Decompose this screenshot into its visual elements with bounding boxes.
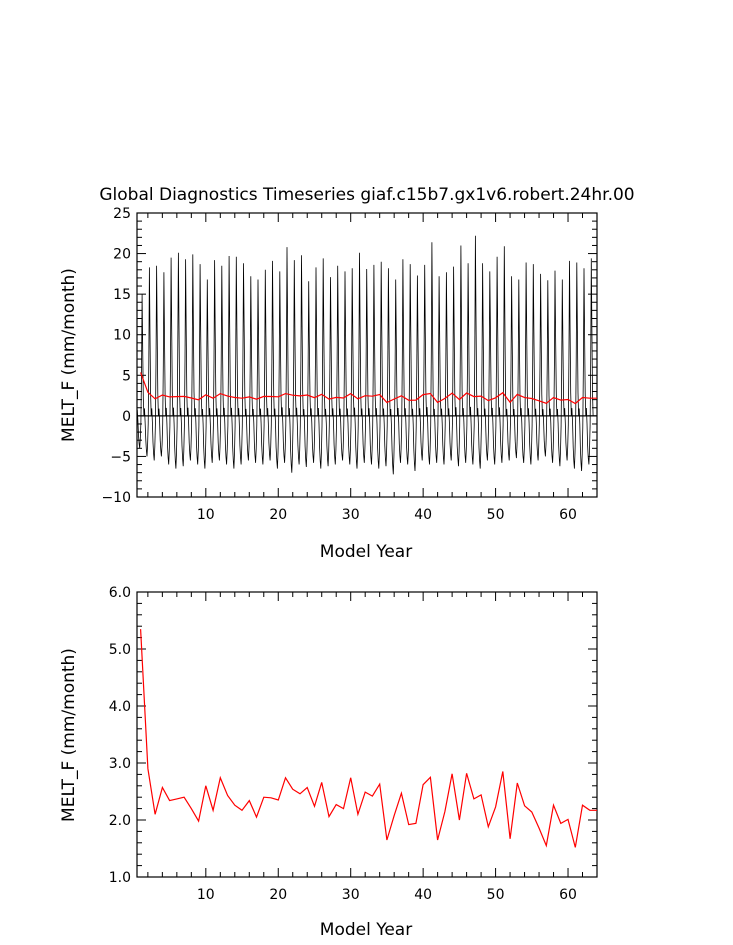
bottom-y-axis-label: MELT_F (mm/month) [59, 648, 79, 822]
y-tick-label: 25 [113, 206, 131, 222]
x-tick-label: 10 [197, 507, 215, 523]
x-tick-label: 50 [487, 887, 505, 903]
x-tick-label: 20 [269, 507, 287, 523]
y-tick-label: 1.0 [109, 870, 131, 886]
x-tick-label: 40 [414, 887, 432, 903]
annual-mean-line [140, 372, 597, 405]
top-y-axis-label: MELT_F (mm/month) [59, 268, 79, 442]
x-tick-label: 50 [487, 507, 505, 523]
y-tick-label: −5 [110, 449, 131, 465]
y-tick-label: 3.0 [109, 756, 131, 772]
y-tick-label: 4.0 [109, 699, 131, 715]
y-tick-label: 15 [113, 287, 131, 303]
x-tick-label: 10 [197, 887, 215, 903]
monthly-series-line [136, 235, 594, 475]
plot-frame [136, 212, 598, 498]
y-tick-label: 6.0 [109, 585, 131, 601]
y-tick-label: 20 [113, 247, 131, 263]
x-tick-label: 30 [342, 507, 360, 523]
y-tick-label: 10 [113, 328, 131, 344]
bottom-x-axis-label: Model Year [320, 920, 412, 940]
x-tick-label: 60 [559, 887, 577, 903]
x-tick-label: 20 [269, 887, 287, 903]
x-tick-label: 60 [559, 507, 577, 523]
top-plot: 10 20 30 40 50 60 −10 −5 0 5 10 15 20 25 [101, 206, 598, 523]
bottom-plot: 10 20 30 40 50 60 1.0 2.0 3.0 4.0 5.0 6.0 [109, 585, 598, 903]
y-tick-label: 5 [122, 368, 131, 384]
annual-mean-line [140, 629, 597, 848]
y-tick-label: −10 [101, 490, 131, 506]
x-tick-label: 40 [414, 507, 432, 523]
x-tick-label: 30 [342, 887, 360, 903]
y-tick-label: 0 [122, 409, 131, 425]
y-tick-label: 2.0 [109, 813, 131, 829]
top-x-axis-label: Model Year [320, 542, 412, 562]
y-tick-label: 5.0 [109, 642, 131, 658]
plot-frame [136, 591, 598, 878]
chart-title: Global Diagnostics Timeseries giaf.c15b7… [99, 185, 634, 205]
